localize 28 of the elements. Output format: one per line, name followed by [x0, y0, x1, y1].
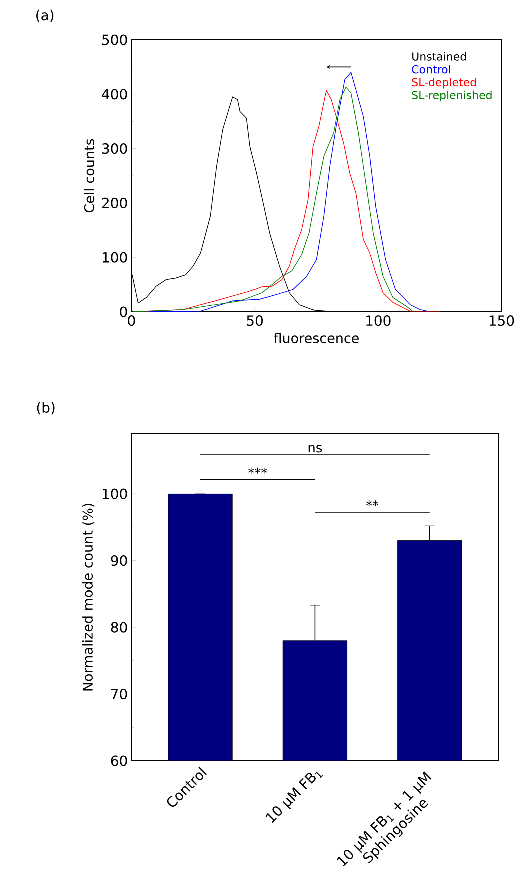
annotation: ns: [308, 445, 322, 453]
y-tick-label: 100: [102, 252, 128, 263]
chart-title: (a): [36, 10, 54, 22]
x-tick-label: 100: [366, 316, 391, 326]
chart-title: (b): [37, 402, 55, 415]
y-tick-label: 0: [120, 306, 128, 318]
text: Control: [412, 65, 450, 74]
y-tick-label: 300: [102, 143, 128, 154]
y-axis-title: Cell counts: [84, 139, 95, 213]
text: Unstained: [412, 52, 466, 61]
y-tick-label: 60: [111, 756, 128, 766]
y-tick-label: 400: [102, 89, 128, 100]
y-tick-label: 90: [111, 555, 128, 566]
x-tick-label: 10 µM FB$_{1}$: [266, 772, 324, 824]
annotation: **: [366, 500, 379, 507]
text: SL-replenished: [412, 90, 492, 102]
text: SL-depleted: [412, 78, 476, 89]
y-axis-title: Normalized mode count (%): [82, 504, 95, 691]
x-tick-label: 50: [247, 316, 264, 326]
y-tick-label: 100: [102, 488, 128, 500]
y-tick-label: 70: [111, 688, 128, 700]
x-tick-label: 150: [490, 316, 514, 326]
x-tick-label: 0: [128, 316, 136, 326]
annotation: ***: [248, 468, 268, 474]
x-axis-title: fluorescence: [274, 332, 359, 344]
y-tick-label: 200: [102, 198, 128, 208]
y-tick-label: 500: [102, 34, 128, 46]
y-tick-label: 80: [111, 622, 128, 633]
